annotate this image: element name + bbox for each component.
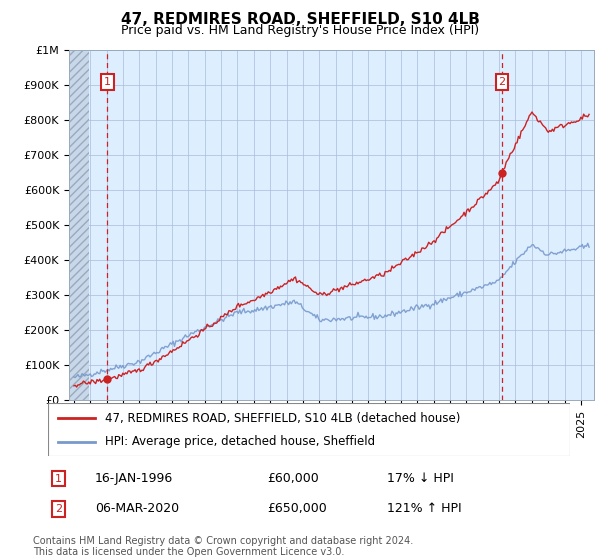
Text: 1: 1 bbox=[104, 77, 111, 87]
FancyBboxPatch shape bbox=[48, 403, 570, 456]
Text: Price paid vs. HM Land Registry's House Price Index (HPI): Price paid vs. HM Land Registry's House … bbox=[121, 24, 479, 36]
Text: 2: 2 bbox=[55, 504, 62, 514]
Text: Contains HM Land Registry data © Crown copyright and database right 2024.
This d: Contains HM Land Registry data © Crown c… bbox=[33, 535, 413, 557]
Text: 17% ↓ HPI: 17% ↓ HPI bbox=[388, 472, 454, 485]
Text: 47, REDMIRES ROAD, SHEFFIELD, S10 4LB: 47, REDMIRES ROAD, SHEFFIELD, S10 4LB bbox=[121, 12, 479, 27]
Text: 47, REDMIRES ROAD, SHEFFIELD, S10 4LB (detached house): 47, REDMIRES ROAD, SHEFFIELD, S10 4LB (d… bbox=[106, 412, 461, 424]
Text: HPI: Average price, detached house, Sheffield: HPI: Average price, detached house, Shef… bbox=[106, 435, 376, 448]
Bar bbox=[69, 50, 89, 400]
Text: £60,000: £60,000 bbox=[267, 472, 319, 485]
Text: 1: 1 bbox=[55, 474, 62, 484]
Text: 06-MAR-2020: 06-MAR-2020 bbox=[95, 502, 179, 515]
Text: 16-JAN-1996: 16-JAN-1996 bbox=[95, 472, 173, 485]
Text: 121% ↑ HPI: 121% ↑ HPI bbox=[388, 502, 462, 515]
Text: £650,000: £650,000 bbox=[267, 502, 327, 515]
Text: 2: 2 bbox=[499, 77, 506, 87]
